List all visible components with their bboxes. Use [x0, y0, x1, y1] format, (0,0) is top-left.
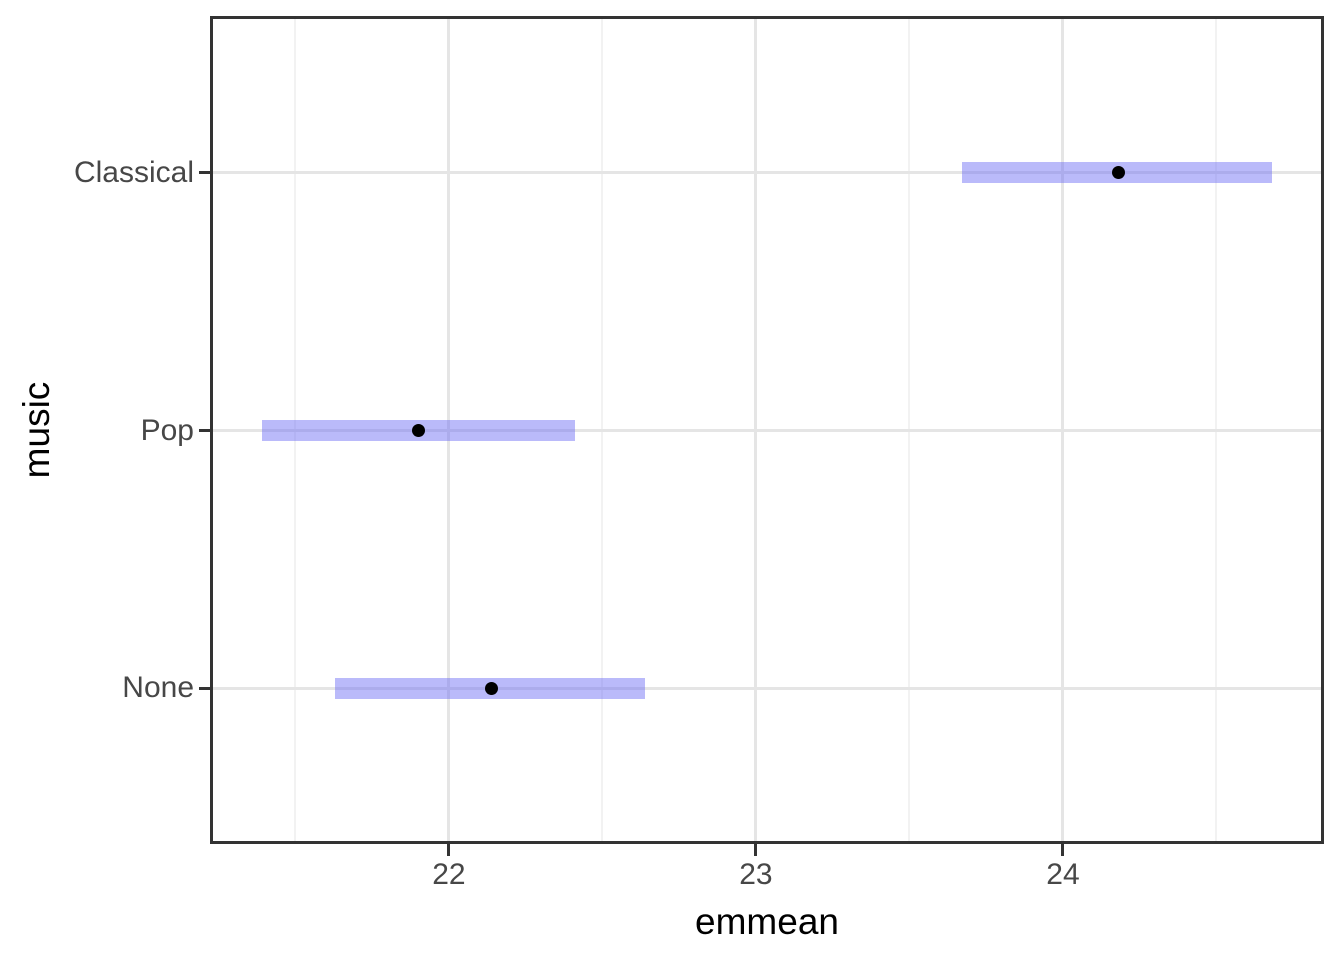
- x-tick-label-23: 23: [739, 858, 773, 891]
- gridline-major-y-classical: [212, 171, 1322, 175]
- x-tick-mark-23: [754, 844, 758, 856]
- x-axis-title: emmean: [695, 901, 839, 942]
- point-estimate-none: [485, 681, 499, 695]
- x-tick-label-24: 24: [1046, 858, 1080, 891]
- x-tick-mark-22: [447, 844, 451, 856]
- y-axis-title: music: [16, 381, 57, 479]
- y-tick-mark-none: [199, 686, 211, 690]
- y-tick-label-none: None: [122, 671, 194, 705]
- y-tick-mark-classical: [199, 171, 211, 175]
- panel-border: [210, 16, 1324, 844]
- x-tick-mark-24: [1061, 844, 1065, 856]
- gridline-major-y-none: [212, 686, 1322, 690]
- point-estimate-classical: [1111, 166, 1125, 180]
- x-tick-label-22: 22: [432, 858, 466, 891]
- y-tick-label-pop: Pop: [140, 413, 194, 447]
- point-estimate-pop: [411, 424, 425, 437]
- gridline-major-y-pop: [212, 429, 1322, 432]
- y-tick-label-classical: Classical: [73, 155, 194, 189]
- y-tick-mark-pop: [199, 429, 211, 432]
